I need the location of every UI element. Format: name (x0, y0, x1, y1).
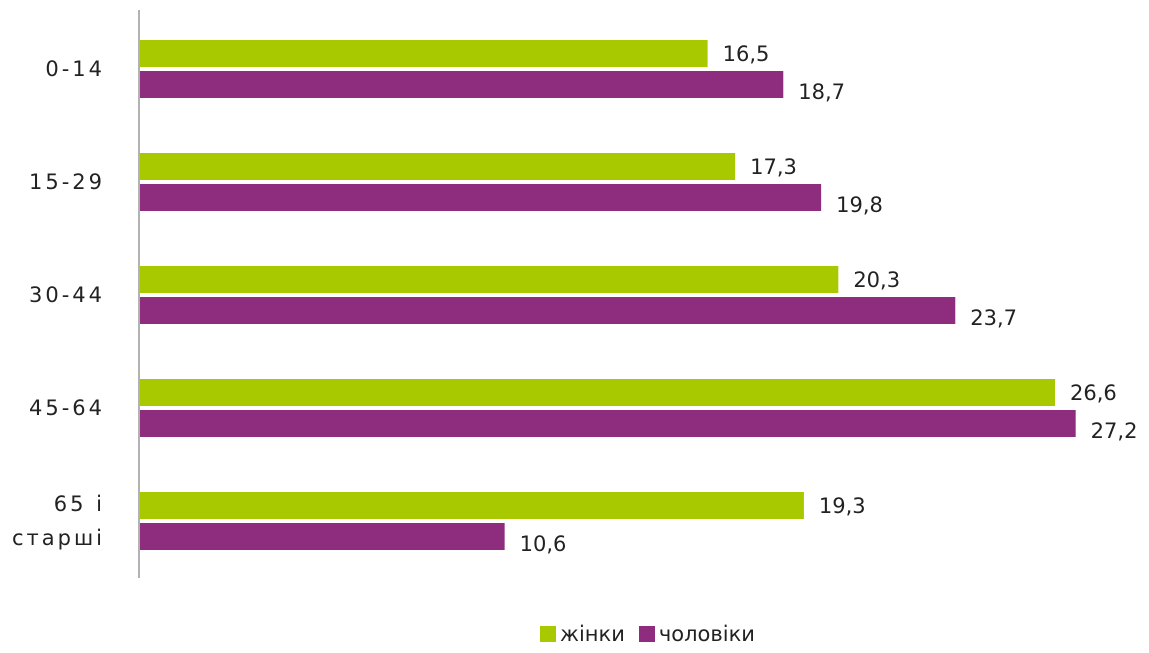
bar-women (140, 40, 708, 67)
bar-women (140, 379, 1056, 406)
data-label-men: 10,6 (520, 532, 567, 556)
data-label-women: 26,6 (1070, 381, 1117, 405)
data-label-women: 20,3 (853, 268, 900, 292)
data-label-men: 27,2 (1091, 419, 1138, 443)
category-label: 30-44 (29, 283, 105, 307)
data-label-men: 18,7 (798, 80, 845, 104)
legend-item-women: жінки (540, 622, 625, 646)
bar-men (140, 71, 784, 98)
category-label: 45-64 (29, 396, 105, 420)
data-label-women: 16,5 (723, 42, 770, 66)
bar-men (140, 184, 822, 211)
bar-men (140, 523, 505, 550)
legend-swatch-women (540, 626, 557, 642)
data-label-women: 17,3 (750, 155, 797, 179)
bar-women (140, 266, 839, 293)
category-label: 15-29 (29, 170, 105, 194)
bar-men (140, 297, 956, 324)
data-label-women: 19,3 (819, 494, 866, 518)
data-label-men: 19,8 (836, 193, 883, 217)
legend-label-men: чоловіки (658, 622, 755, 646)
plot-area: 0-14 16,5 18,7 15-29 17,3 19,8 30-44 20,3 23,7 45… (12, 10, 1138, 578)
bar-women (140, 492, 804, 519)
bar-women (140, 153, 736, 180)
legend-item-men: чоловіки (638, 622, 755, 646)
legend: жінки чоловіки (0, 622, 1149, 646)
legend-label-women: жінки (560, 622, 625, 646)
category-label: 65 і старші (12, 492, 105, 550)
legend-swatch-men (638, 626, 655, 642)
bar-men (140, 410, 1076, 437)
data-label-men: 23,7 (970, 306, 1017, 330)
category-label: 0-14 (45, 57, 105, 81)
